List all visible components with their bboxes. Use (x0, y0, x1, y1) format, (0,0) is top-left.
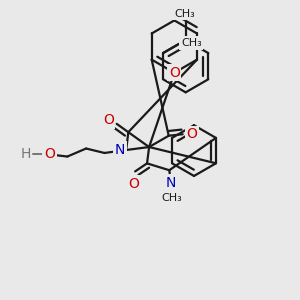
Text: O: O (169, 66, 180, 80)
Text: O: O (169, 66, 180, 80)
Text: O: O (103, 113, 114, 127)
Text: N: N (115, 143, 125, 157)
Text: CH₃: CH₃ (162, 193, 182, 203)
Text: O: O (128, 177, 139, 191)
Text: O: O (44, 148, 55, 161)
Text: O: O (169, 66, 180, 80)
Text: CH₃: CH₃ (181, 38, 202, 48)
Text: H: H (20, 148, 31, 161)
Text: O: O (186, 127, 197, 141)
Text: N: N (166, 176, 176, 190)
Text: CH₃: CH₃ (175, 9, 195, 19)
